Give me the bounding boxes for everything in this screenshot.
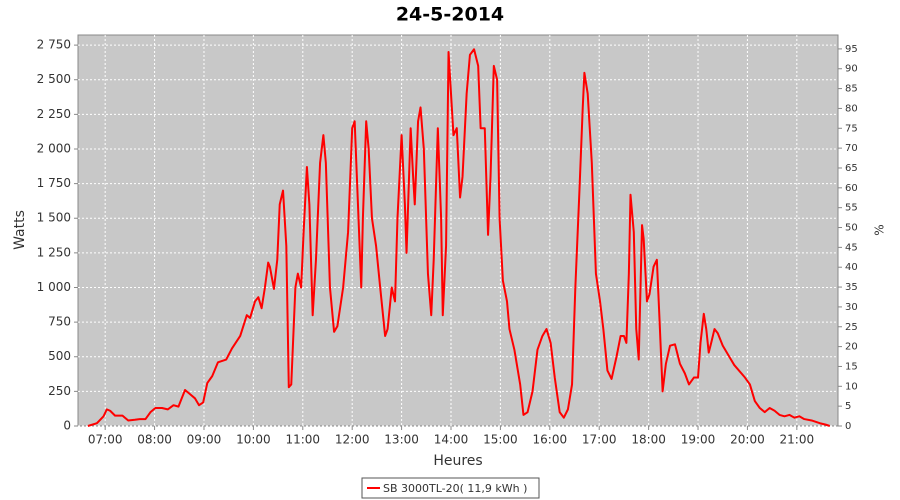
- y-tick-label: 1 250: [37, 245, 71, 259]
- x-tick-label: 17:00: [582, 433, 617, 447]
- x-tick-label: 10:00: [236, 433, 271, 447]
- chart-title: 24-5-2014: [396, 4, 504, 26]
- y-tick-label: 2 750: [37, 38, 71, 52]
- x-tick-label: 14:00: [434, 433, 469, 447]
- y2-tick-label: 55: [845, 203, 858, 214]
- x-tick-label: 15:00: [483, 433, 518, 447]
- x-tick-label: 08:00: [137, 433, 172, 447]
- y2-tick-label: 65: [845, 163, 858, 174]
- y-tick-label: 2 250: [37, 107, 71, 121]
- y-axis-label: Watts: [12, 210, 28, 250]
- y2-tick-label: 20: [845, 342, 858, 353]
- y2-tick-label: 80: [845, 103, 858, 114]
- y-tick-label: 0: [63, 419, 71, 433]
- y-tick-label: 750: [48, 315, 71, 329]
- y-tick-label: 250: [48, 384, 71, 398]
- x-axis-label: Heures: [433, 453, 482, 469]
- x-tick-label: 07:00: [88, 433, 123, 447]
- line-series: [87, 48, 831, 427]
- y2-tick-label: 10: [845, 381, 858, 392]
- y2-tick-label: 60: [845, 183, 858, 194]
- y2-tick-label: 15: [845, 361, 858, 372]
- y-tick-label: 1 750: [37, 176, 71, 190]
- x-tick-label: 09:00: [187, 433, 222, 447]
- y-tick-label: 500: [48, 349, 71, 363]
- x-tick-label: 16:00: [533, 433, 568, 447]
- x-tick-label: 21:00: [780, 433, 815, 447]
- x-tick-label: 18:00: [631, 433, 666, 447]
- x-tick-label: 20:00: [730, 433, 765, 447]
- y2-tick-label: 90: [845, 64, 858, 75]
- legend: [361, 477, 540, 499]
- x-tick-label: 13:00: [384, 433, 419, 447]
- y-tick-label: 2 000: [37, 141, 71, 155]
- y2-tick-label: 30: [845, 302, 858, 313]
- x-tick-label: 12:00: [335, 433, 370, 447]
- y-tick-label: 2 500: [37, 72, 71, 86]
- x-tick-label: 11:00: [285, 433, 320, 447]
- legend-label: SB 3000TL-20( 11,9 kWh ): [383, 482, 527, 495]
- y2-tick-label: 50: [845, 223, 858, 234]
- y2-tick-label: 25: [845, 322, 858, 333]
- y2-tick-label: 95: [845, 44, 858, 55]
- x-tick-label: 19:00: [681, 433, 716, 447]
- y2-tick-label: 5: [845, 401, 851, 412]
- y-tick-label: 1 000: [37, 280, 71, 294]
- y2-tick-label: 0: [845, 421, 851, 432]
- y2-tick-label: 75: [845, 123, 858, 134]
- y2-tick-label: 85: [845, 84, 858, 95]
- y2-tick-label: 45: [845, 242, 858, 253]
- y-tick-label: 1 500: [37, 211, 71, 225]
- plot-area: [77, 34, 839, 427]
- y2-tick-label: 70: [845, 143, 858, 154]
- y2-axis-label: %: [873, 224, 887, 235]
- y2-tick-label: 40: [845, 262, 858, 273]
- y2-tick-label: 35: [845, 282, 858, 293]
